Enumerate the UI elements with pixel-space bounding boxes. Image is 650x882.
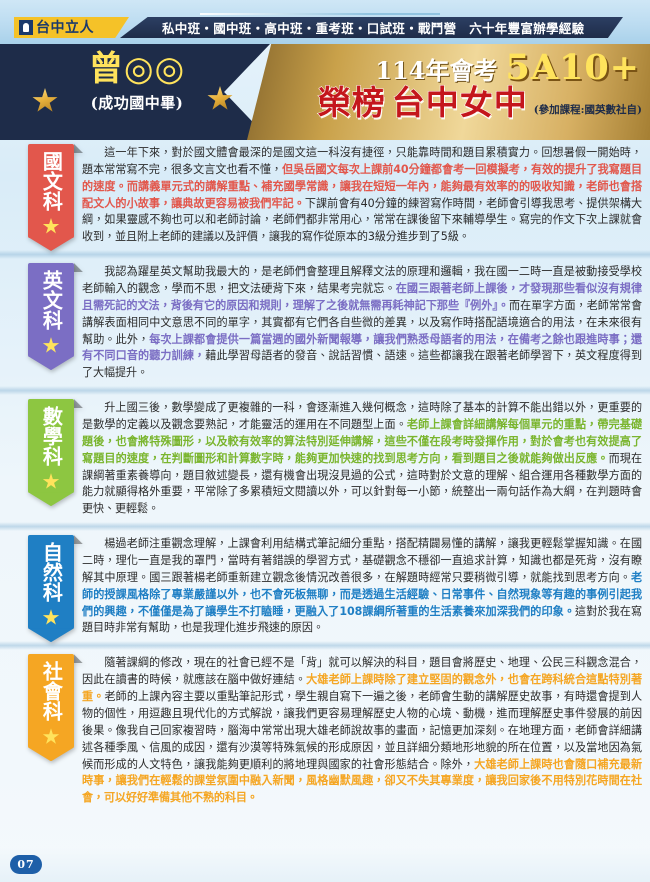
plain-text: 藉此學習母語者的發音、說話習慣、語速。這些都讓我在跟著老師學習下，英文程度得到了…: [82, 349, 642, 380]
decorative-rule: [200, 13, 440, 15]
subject-testimonial-text: 這一年下來，對於國文體會最深的是國文這一科沒有捷徑，只能靠時間和題目累積實力。回…: [74, 140, 650, 250]
highlighted-text: 每次上課都會提供一篇當週的國外新聞報導，讓我們熟悉母語者的用法，在備考之餘也跟進…: [82, 332, 643, 363]
section-divider: [0, 386, 650, 396]
subject-tag-2: 數學科: [28, 399, 83, 494]
subject-section: 數學科 升上國三後，數學變成了更複雜的一科，會逐漸進入幾何概念，這時除了基本的計算…: [0, 395, 650, 522]
subject-tag-0: 國文科: [28, 144, 83, 238]
subject-testimonial-text: 升上國三後，數學變成了更複雜的一科，會逐漸進入幾何概念，這時除了基本的計算不能出…: [74, 395, 650, 522]
exam-score: 5A10+: [505, 47, 640, 88]
corner-fold-icon: [74, 399, 83, 409]
student-name: 曾◎◎: [88, 49, 186, 89]
exam-result-line: 114年會考 5A10+: [300, 50, 640, 86]
plain-text: 升上國三後，數學變成了更複雜的一科，會逐漸進入幾何概念，這時除了基本的計算不能出…: [82, 401, 642, 432]
plain-text: 隨著課綱的修改，現在的社會已經不是「背」就可以解決的科目，題目會將歷史、地理、公…: [82, 656, 642, 687]
subject-section: 英文科 我認為躍星英文幫助我最大的，是老師們會整理且解釋文法的原理和邏輯，我在國一…: [0, 259, 650, 386]
course-note: (參加課程:國英數社自): [533, 103, 642, 116]
corner-fold-icon: [74, 535, 83, 545]
highlighted-text: 大雄老師上課時也會隨口補充最新時事，讓我們在輕鬆的課堂氛圍中融入新聞，風格幽默風…: [82, 757, 642, 805]
plain-text: 楊過老師注重觀念理解，上課會利用結構式筆記細分重點，搭配精闢易懂的講解，讓我更輕…: [82, 537, 642, 584]
subject-tag-1: 英文科: [28, 263, 83, 358]
subject-testimonial-text: 隨著課綱的修改，現在的社會已經不是「背」就可以解決的科目，題目會將歷史、地理、公…: [74, 650, 650, 811]
plain-text: 這一年下來，對於國文體會最深的是國文這一科沒有捷徑，只能靠時間和題目累積實力。回…: [82, 146, 642, 176]
listed-label: 榮榜: [317, 83, 386, 122]
hero-banner: 曾◎◎ (成功國中畢) 114年會考 5A10+ 榮榜 台中女中 (參加課程:國…: [0, 44, 650, 140]
hero-right-panel: [247, 44, 650, 140]
corner-fold-icon: [74, 263, 83, 273]
brand-name: 台中立人: [36, 19, 94, 36]
corner-fold-icon: [74, 654, 83, 664]
page-number: 07: [10, 855, 42, 874]
plain-text: 下課前會有40分鐘的練習寫作時間，老師會引導我思考、提供架構大綱，如果靈感不夠也…: [82, 196, 642, 244]
top-banner: 台中立人 私中班・國中班・高中班・重考班・口試班・戰鬥營 六十年豐富辦學經驗: [0, 0, 650, 44]
section-divider: [0, 641, 650, 651]
plain-text: 這對於我在寫題目時非常有幫助，也是我理化進步飛速的原因。: [82, 604, 642, 635]
highlighted-text: 大雄老師上課時除了建立堅固的觀念外，也會在跨科統合這點特別著重。: [82, 673, 642, 704]
subject-tag-3: 自然科: [28, 535, 83, 630]
section-divider: [0, 250, 650, 260]
highlighted-text: 老師上課會詳細講解每個單元的重點，帶完基礎題後，也會將特殊圖形，以及較有效率的算…: [82, 418, 642, 465]
star-icon: [42, 218, 60, 234]
subject-tag-label: 自然科: [39, 542, 64, 603]
subject-testimonial-text: 我認為躍星英文幫助我最大的，是老師們會整理且解釋文法的原理和邏輯，我在國一二時一…: [74, 259, 650, 386]
subject-tag-label: 國文科: [39, 151, 64, 211]
corner-fold-icon: [74, 144, 83, 153]
bottom-fade: [0, 848, 650, 882]
subject-section: 國文科 這一年下來，對於國文體會最深的是國文這一科沒有捷徑，只能靠時間和題目累積實…: [0, 140, 650, 250]
plain-text: 而現在課綱著重素養導向，題目敘述變長，還有機會出現沒見過的公式，這時對於文意的理…: [82, 451, 642, 516]
exam-year: 114年會考: [375, 56, 498, 85]
subject-tag-label: 數學科: [39, 406, 64, 467]
subject-tag-label: 英文科: [39, 270, 64, 331]
highlighted-text: 老師的授課風格除了專業嚴謹以外，也不會死板無聊，而是透過生活經驗、日常事件、自然…: [82, 570, 642, 618]
admission-line: 榮榜 台中女中 (參加課程:國英數社自): [270, 83, 642, 122]
brand-logo[interactable]: 台中立人: [14, 17, 129, 38]
student-school: (成功國中畢): [90, 93, 184, 112]
tagline-ribbon: 私中班・國中班・高中班・重考班・口試班・戰鬥營 六十年豐富辦學經驗: [120, 17, 623, 38]
subject-section: 自然科 楊過老師注重觀念理解，上課會利用結構式筆記細分重點，搭配精闢易懂的講解，讓…: [0, 531, 650, 641]
person-logo-icon: [19, 20, 33, 35]
star-icon: [42, 473, 60, 489]
star-icon: [42, 728, 60, 744]
section-divider: [0, 522, 650, 532]
subject-tag-4: 社會科: [28, 654, 83, 749]
plain-text: 而在單字方面，老師常常會講解表面相同中文意思不同的單字，其實都有它們各自些微的差…: [82, 298, 642, 346]
admitted-school: 台中女中: [391, 83, 528, 122]
student-identity: 曾◎◎ (成功國中畢): [62, 49, 212, 113]
tagline-text: 私中班・國中班・高中班・重考班・口試班・戰鬥營 六十年豐富辦學經驗: [162, 21, 585, 36]
subject-testimonial-text: 楊過老師注重觀念理解，上課會利用結構式筆記細分重點，搭配精闢易懂的講解，讓我更輕…: [74, 531, 650, 641]
highlighted-text: 在國三跟著老師上課後，才發現那些看似沒有規律且需死記的文法，背後有它的原因和規則…: [82, 282, 642, 312]
highlighted-text: 但吳岳國文每次上課前40分鐘都會考一回模擬考，有效的提升了我寫題目的速度。而講義…: [82, 162, 642, 210]
plain-text: 老師的上課內容主要以重點筆記形式，學生親自寫下一遍之後，老師會生動的講解歷史故事…: [82, 690, 642, 771]
subject-sections: 國文科 這一年下來，對於國文體會最深的是國文這一科沒有捷徑，只能靠時間和題目累積實…: [0, 140, 650, 811]
subject-tag-label: 社會科: [39, 661, 64, 722]
star-icon: [42, 609, 60, 625]
star-icon: [42, 337, 60, 353]
plain-text: 我認為躍星英文幫助我最大的，是老師們會整理且解釋文法的原理和邏輯，我在國一二時一…: [82, 265, 642, 296]
subject-section: 社會科 隨著課綱的修改，現在的社會已經不是「背」就可以解決的科目，題目會將歷史、地…: [0, 650, 650, 811]
